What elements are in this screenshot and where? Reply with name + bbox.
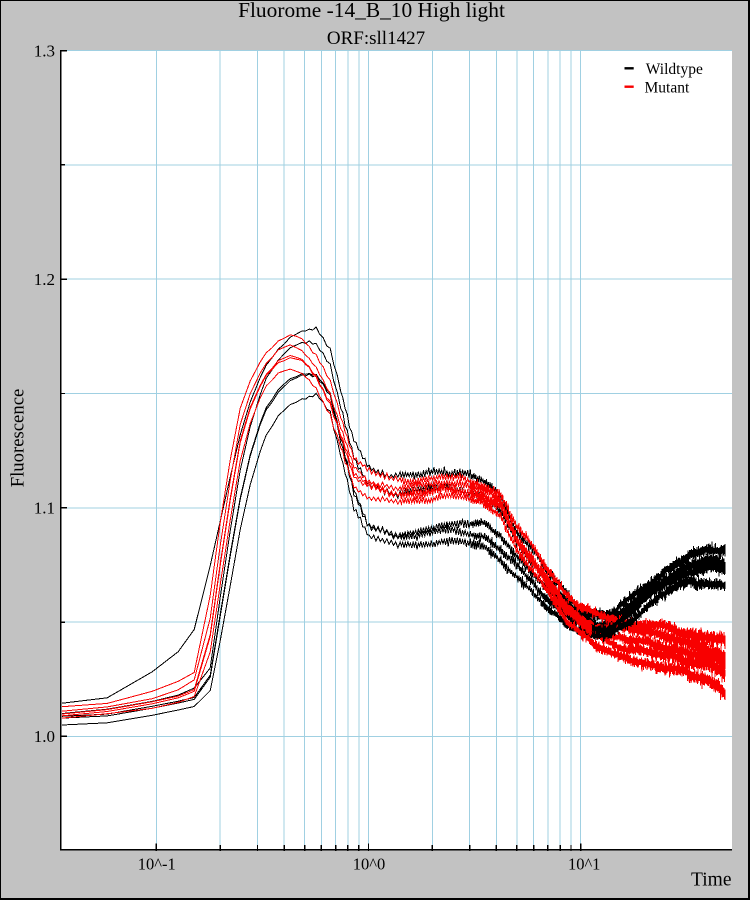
- svg-text:Wildtype: Wildtype: [646, 61, 703, 78]
- svg-text:Fluorome -14_B_10 High light: Fluorome -14_B_10 High light: [238, 0, 505, 22]
- svg-text:ORF:sll1427: ORF:sll1427: [327, 28, 425, 49]
- svg-text:10^-1: 10^-1: [138, 854, 176, 873]
- svg-text:Time: Time: [691, 870, 731, 891]
- svg-text:Mutant: Mutant: [645, 79, 690, 96]
- svg-text:1.0: 1.0: [34, 727, 55, 746]
- svg-text:10^1: 10^1: [568, 854, 601, 873]
- svg-text:1.3: 1.3: [34, 41, 55, 60]
- svg-text:Fluorescence: Fluorescence: [8, 389, 29, 488]
- svg-text:10^0: 10^0: [353, 854, 386, 873]
- svg-text:1.2: 1.2: [34, 270, 55, 289]
- svg-text:1.1: 1.1: [34, 499, 55, 518]
